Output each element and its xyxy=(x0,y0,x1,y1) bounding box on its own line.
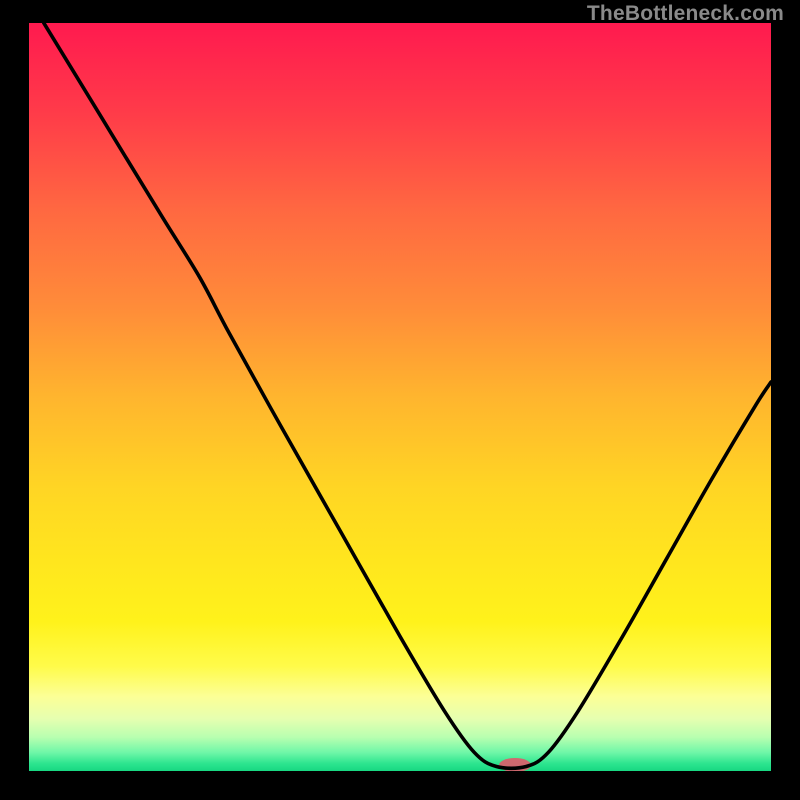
chart-frame: TheBottleneck.com xyxy=(0,0,800,800)
plot-background xyxy=(29,23,771,771)
watermark-text: TheBottleneck.com xyxy=(587,2,784,26)
bottleneck-plot xyxy=(29,23,771,771)
